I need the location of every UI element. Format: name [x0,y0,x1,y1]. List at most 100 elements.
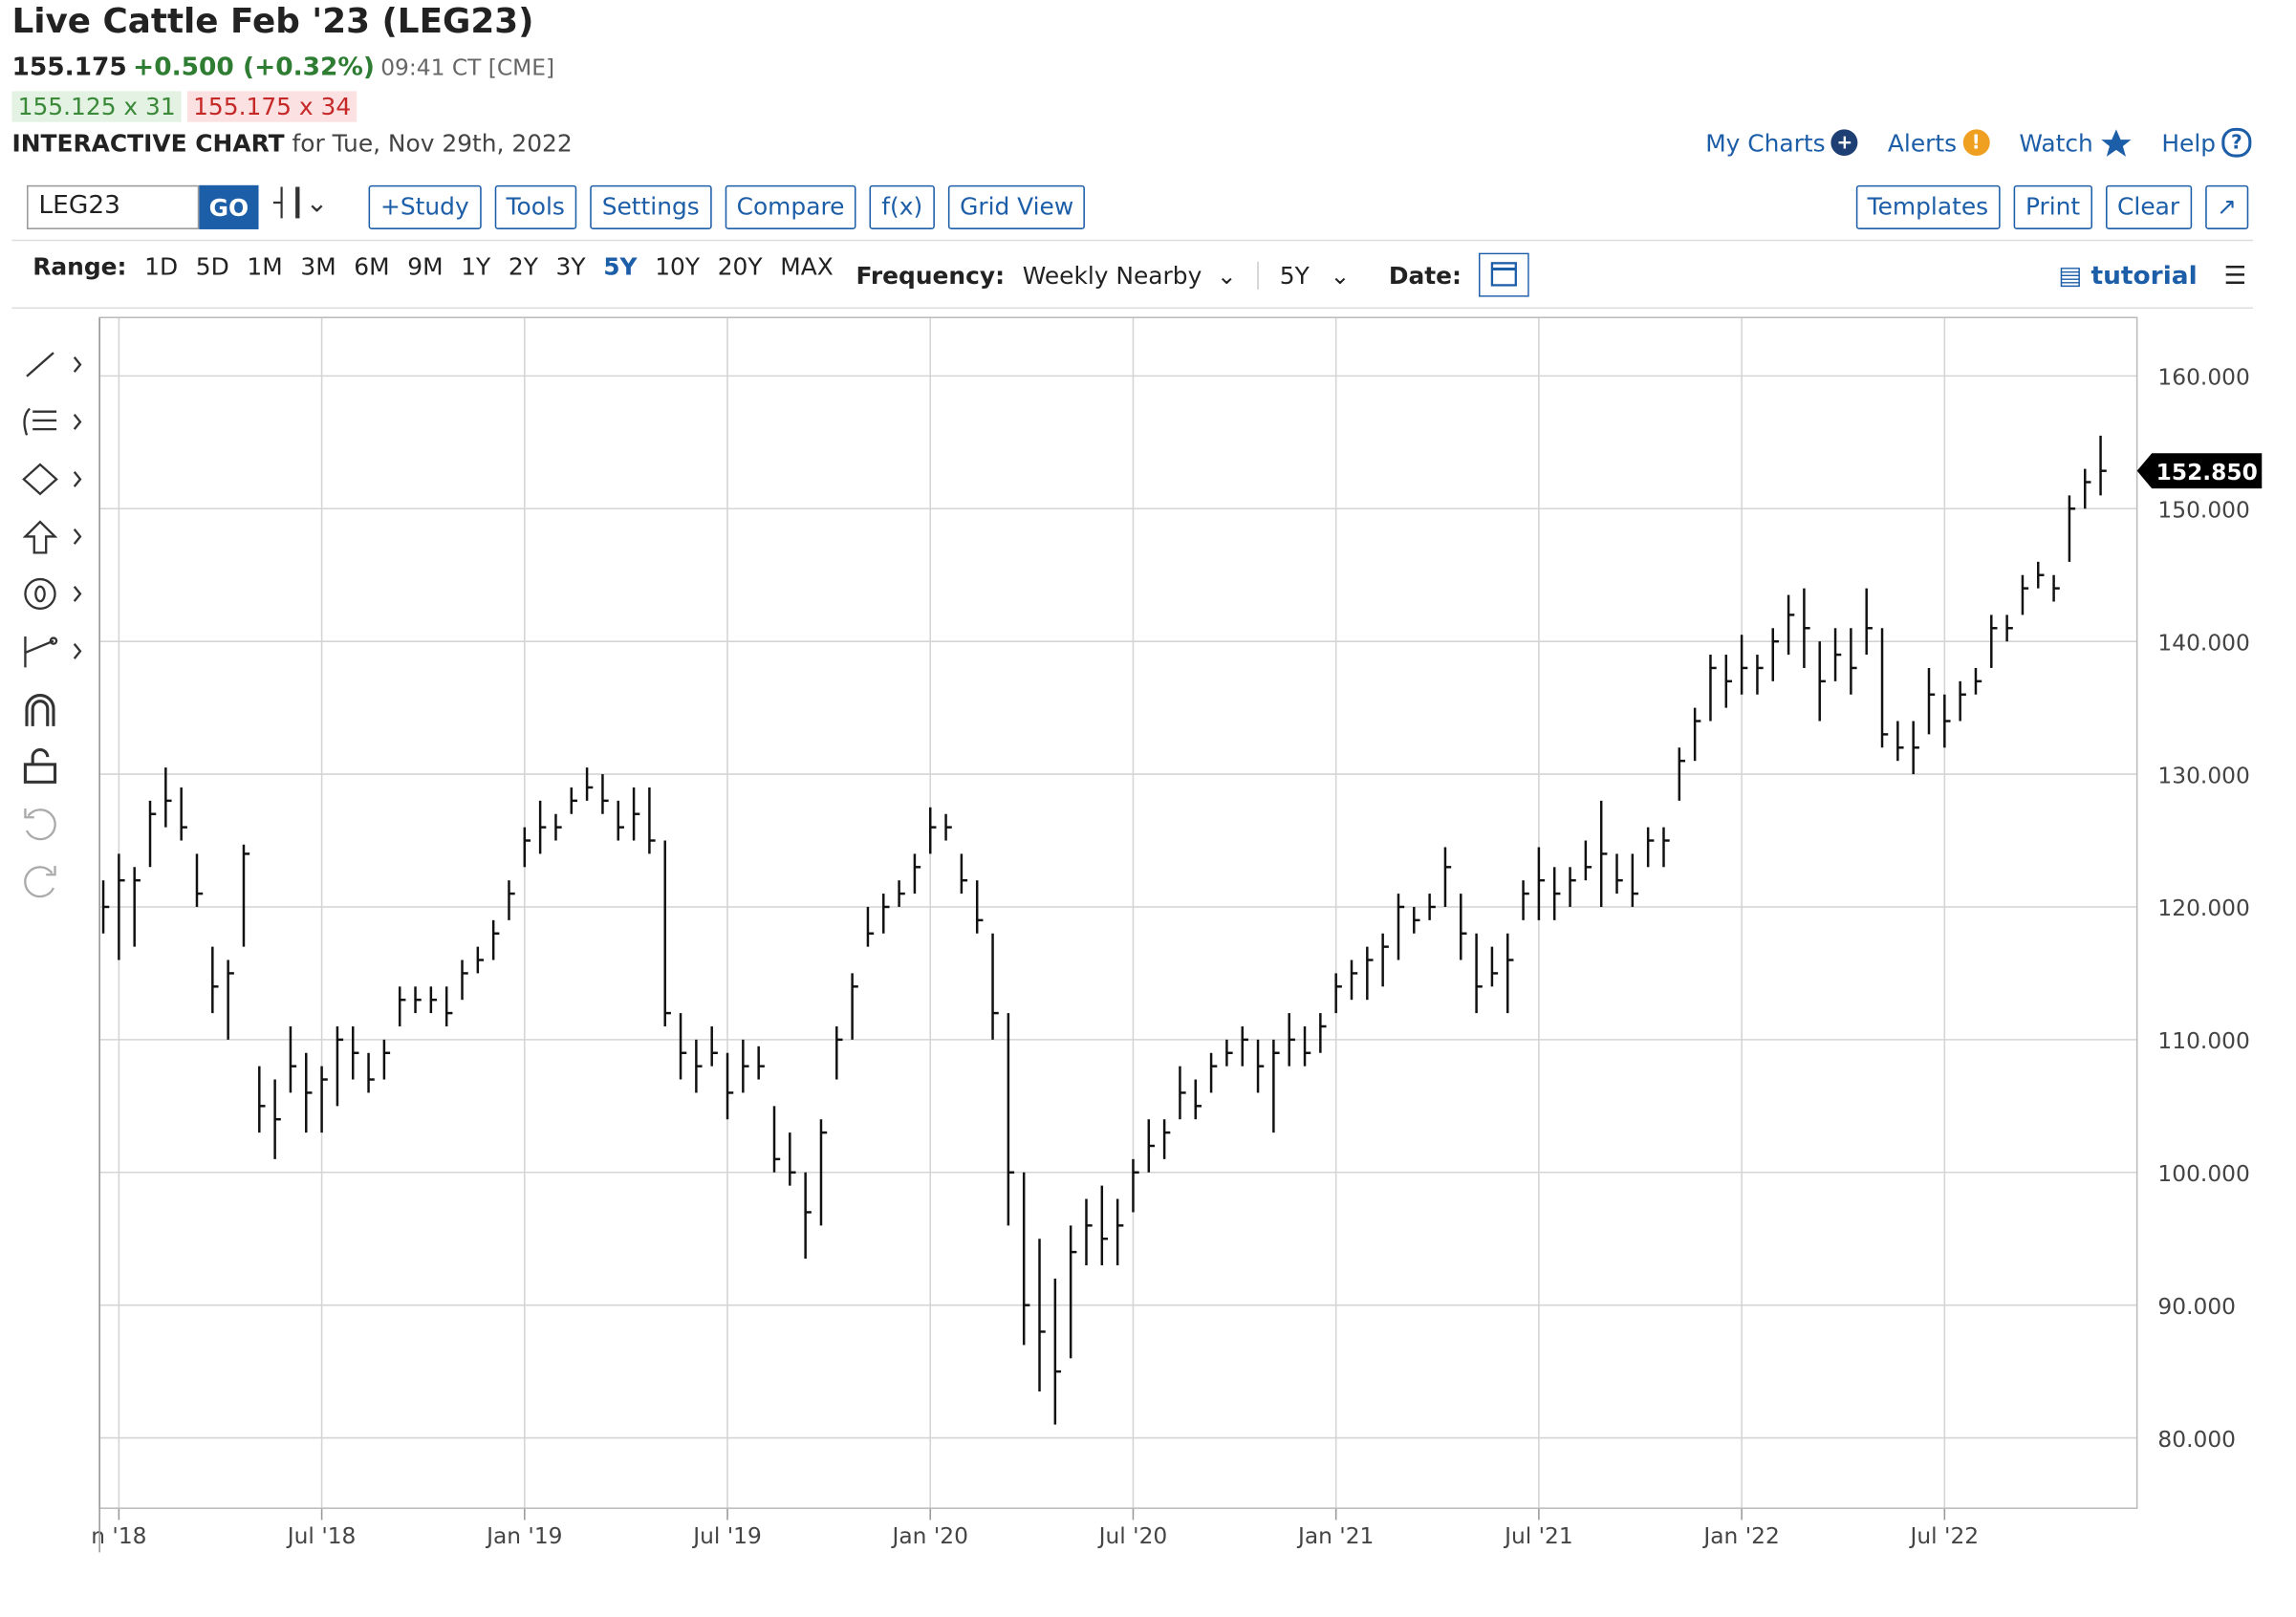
link[interactable]: Help? [2161,127,2252,158]
x-tick-label: Jul '22 [1909,1523,1980,1549]
tool-redo[interactable] [24,865,56,898]
icon: ! [1962,129,1990,157]
expand-button[interactable]: ↗ [2204,184,2249,229]
toolbar-button[interactable]: Settings [590,184,712,229]
plot-frame [98,316,2138,1509]
range-option[interactable]: 1Y [461,252,491,281]
x-tick-label: Jan '20 [891,1523,968,1549]
toolbar-button[interactable]: Tools [494,184,577,229]
y-tick-label: 90.000 [2157,1294,2236,1320]
tool-line[interactable] [26,352,82,377]
range-option[interactable]: 9M [407,252,444,281]
y-tick-label: 150.000 [2157,498,2249,524]
tool-undo[interactable] [24,808,56,841]
dropdown-arrow[interactable]: ⌄ [1330,261,1351,290]
top-links: My Charts + Alerts! Watch Help? [1705,127,2252,158]
range-option[interactable]: 6M [354,252,390,281]
tool-arrow[interactable] [22,520,82,554]
range-option[interactable]: 3M [300,252,336,281]
toolbar-button[interactable]: +Study [368,184,482,229]
y-tick-label: 160.000 [2157,365,2249,391]
range-option[interactable]: MAX [780,252,834,281]
separator [11,307,2253,310]
frequency-select[interactable]: Weekly Nearby [1022,261,1202,290]
tool-measure[interactable] [24,636,82,668]
date-label: Date: [1388,261,1462,290]
link[interactable]: My Charts + [1705,128,1858,158]
last-price-tag [2136,453,2263,489]
x-tick-label: n '18 [91,1523,146,1549]
x-tick-label: Jul '18 [286,1523,357,1549]
x-tick-label: Jan '22 [1701,1523,1779,1549]
frequency-bar: Frequency: Weekly Nearby ⌄ 5Y ⌄ Date: [856,252,1530,297]
x-tick-label: Jul '21 [1503,1523,1573,1549]
chart-date: for Tue, Nov 29th, 2022 [292,129,573,158]
link-text[interactable]: My Charts [1705,128,1826,157]
tool-fib[interactable] [23,407,82,436]
range-option[interactable]: 1D [144,252,179,281]
toolbar-button[interactable]: Templates [1855,184,2001,229]
link-text[interactable]: Alerts [1887,128,1958,157]
chart-label: INTERACTIVE CHART [11,129,285,158]
toolbar-button[interactable]: Clear [2105,184,2192,229]
bid: 155.125 x 31 [11,91,182,122]
quote: 155.175 +0.500 (+0.32%) 09:41 CT [CME] [11,53,554,82]
link[interactable]: Alerts! [1887,128,1990,158]
icon: + [1830,129,1858,157]
link[interactable]: Watch [2019,128,2132,158]
dropdown-arrow[interactable]: ⌄ [1216,261,1237,290]
tutorial-text[interactable]: tutorial [2090,261,2198,291]
tool-lock[interactable] [23,748,57,784]
go-button[interactable]: GO [199,184,259,229]
last-price-label: 152.850 [2156,460,2258,485]
range-option[interactable]: 5D [195,252,229,281]
x-tick-label: Jan '19 [485,1523,562,1549]
period-select[interactable]: 5Y [1257,261,1310,290]
y-tick-label: 140.000 [2157,631,2249,657]
toolbar-button[interactable]: f(x) [869,184,935,229]
tool-magnet[interactable] [25,694,55,726]
range-bar: Range: 1D 5D 1M 3M 6M 9M 1Y 2Y 3Y 5Y 10Y 20Y MAX [32,253,851,281]
frequency-label: Frequency: [856,261,1006,290]
toolbar-button[interactable]: Print [2013,184,2092,229]
calendar-button[interactable] [1479,252,1530,297]
toolbar-button[interactable]: Compare [725,184,856,229]
link-text[interactable]: Watch [2019,128,2093,157]
symbol-input[interactable]: LEG23 [26,184,200,229]
menu-icon[interactable]: ☰ [2223,261,2247,291]
x-tick-label: Jan '21 [1296,1523,1374,1549]
tool-shape[interactable] [22,463,82,496]
range-option[interactable]: 20Y [717,252,763,281]
icon: ? [2221,127,2252,158]
range-option[interactable]: 10Y [655,252,701,281]
chart-type-menu[interactable]: ┤┃⌄ [273,187,329,220]
toolbar-buttons-right: ↗ Templates Print Clear [1855,184,2249,229]
y-tick-label: 100.000 [2157,1161,2249,1187]
link-text[interactable]: Help [2161,128,2217,157]
price-change: +0.500 (+0.32%) [133,53,376,83]
x-tick-label: Jul '20 [1097,1523,1168,1549]
tool-text[interactable] [24,577,82,610]
quote-time: 09:41 CT [CME] [380,54,555,81]
range-label: Range: [32,252,127,281]
icon [2100,129,2131,157]
y-tick-label: 110.000 [2157,1028,2249,1054]
range-option[interactable]: 3Y [555,252,586,281]
x-tick-label: Jul '19 [691,1523,762,1549]
chart-heading: INTERACTIVE CHART for Tue, Nov 29th, 202… [11,129,572,157]
range-option[interactable]: 1M [247,252,283,281]
ask: 155.175 x 34 [186,91,357,122]
y-tick-label: 80.000 [2157,1427,2236,1453]
separator [11,239,2253,242]
toolbar-buttons: +Study Tools Settings Compare f(x) Grid View [368,184,1086,229]
range-option[interactable]: 2Y [508,252,538,281]
tutorial-link[interactable]: ▤ tutorial ☰ [2058,261,2247,291]
y-tick-label: 120.000 [2157,895,2249,921]
y-tick-label: 130.000 [2157,763,2249,788]
title: Live Cattle Feb '23 (LEG23) [11,3,534,42]
range-option[interactable]: 5Y [603,252,638,281]
drawing-tools [22,352,82,898]
toolbar-button[interactable]: Grid View [947,184,1086,229]
